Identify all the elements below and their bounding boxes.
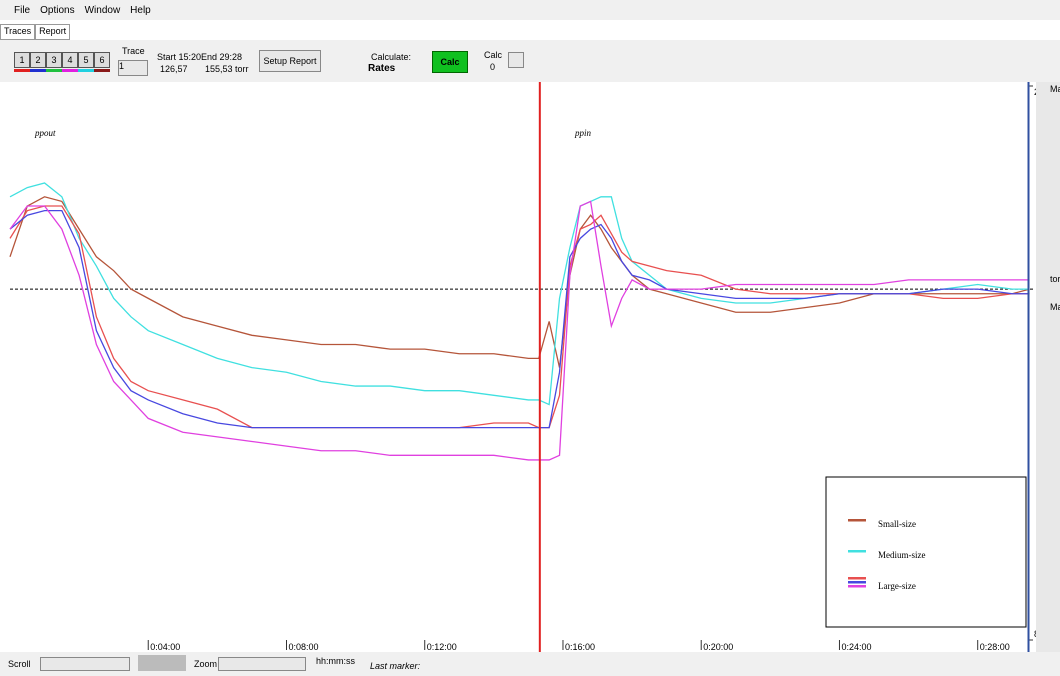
tab[interactable]: Traces: [0, 24, 36, 40]
trace-button[interactable]: 3: [46, 52, 62, 68]
status-bar: Scroll Zoom hh:mm:ss Last marker:: [0, 652, 1060, 676]
x-tick-label: 0:28:00: [980, 642, 1010, 652]
legend-label: Large-size: [878, 581, 916, 591]
legend-swatch: [848, 581, 866, 584]
print-button[interactable]: [508, 52, 524, 68]
trace-color: [46, 69, 62, 72]
trace-line: [9, 200, 1030, 461]
time-format: hh:mm:ss: [316, 656, 356, 666]
y-tick-label: 201: [1034, 87, 1036, 97]
x-tick-label: 0:12:00: [427, 642, 457, 652]
scroll-bar[interactable]: [40, 657, 130, 671]
menu-item[interactable]: Window: [84, 4, 121, 16]
x-tick-label: 0:08:00: [288, 642, 318, 652]
calc-value: 0: [490, 62, 496, 72]
trace-color: [30, 69, 46, 72]
trace-line: [9, 196, 1030, 368]
tab[interactable]: Report: [35, 24, 71, 40]
legend-label: Medium-size: [878, 550, 926, 560]
trace-button[interactable]: 6: [94, 52, 110, 68]
side-label: Ma: [1050, 302, 1060, 312]
zoom-bar[interactable]: [218, 657, 306, 671]
calc-label: Calc: [484, 50, 503, 60]
x-tick-label: 0:24:00: [841, 642, 871, 652]
legend-label: Small-size: [878, 519, 916, 529]
start-label: Start 15:20: [157, 52, 202, 62]
trace-line: [9, 205, 1030, 429]
legend-swatch: [848, 519, 866, 522]
legend-swatch: [848, 585, 866, 588]
scroll-label: Scroll: [8, 659, 31, 669]
trace-button[interactable]: 4: [62, 52, 78, 68]
trace-button[interactable]: 1: [14, 52, 30, 68]
annotation: ppin: [574, 128, 592, 138]
x-tick-label: 0:16:00: [565, 642, 595, 652]
menu-item[interactable]: File: [14, 4, 31, 16]
trace-color: [14, 69, 30, 72]
end-value: 155,53 torr: [205, 64, 249, 74]
zoom-label: Zoom: [194, 659, 218, 669]
x-tick-label: 0:20:00: [703, 642, 733, 652]
tabs: Traces Report: [0, 24, 71, 40]
trace-color: [94, 69, 110, 72]
menu-bar: File Options Window Help: [0, 0, 1060, 20]
menu-item[interactable]: Options: [40, 4, 75, 16]
menu-item[interactable]: Help: [130, 4, 151, 16]
trace-label: Trace: [122, 46, 145, 56]
trace-color: [62, 69, 78, 72]
legend-swatch: [848, 577, 866, 580]
calculate-value: Rates: [368, 63, 396, 74]
trace-button[interactable]: 2: [30, 52, 46, 68]
annotation: ppout: [34, 128, 56, 138]
x-tick-label: 0:04:00: [150, 642, 180, 652]
start-value: 126,57: [160, 64, 188, 74]
side-label: torr: [1050, 274, 1060, 284]
trace-color: [78, 69, 94, 72]
legend-swatch: [848, 550, 866, 553]
y-tick-label: 81: [1034, 629, 1036, 639]
trace-select[interactable]: 1: [118, 60, 148, 76]
side-panel: Ma torr Ma: [1036, 82, 1060, 652]
trace-line: [9, 210, 1030, 429]
last-marker: Last marker:: [370, 661, 421, 671]
side-label: Ma: [1050, 84, 1060, 94]
calc-button[interactable]: Calc: [432, 51, 468, 73]
chart: 0:04:00 0:08:00 0:12:00 0:16:00 0:20:00 0:24:…: [9, 82, 1036, 652]
toolbar: Trace 1 Start 15:20 126,57 End 29:28 155…: [0, 40, 1060, 82]
zoom-arrows[interactable]: [138, 655, 186, 671]
calculate-label: Calculate:: [371, 52, 412, 62]
end-label: End 29:28: [201, 52, 243, 62]
trace-button[interactable]: 5: [78, 52, 94, 68]
setup-report-button[interactable]: Setup Report: [259, 50, 321, 72]
